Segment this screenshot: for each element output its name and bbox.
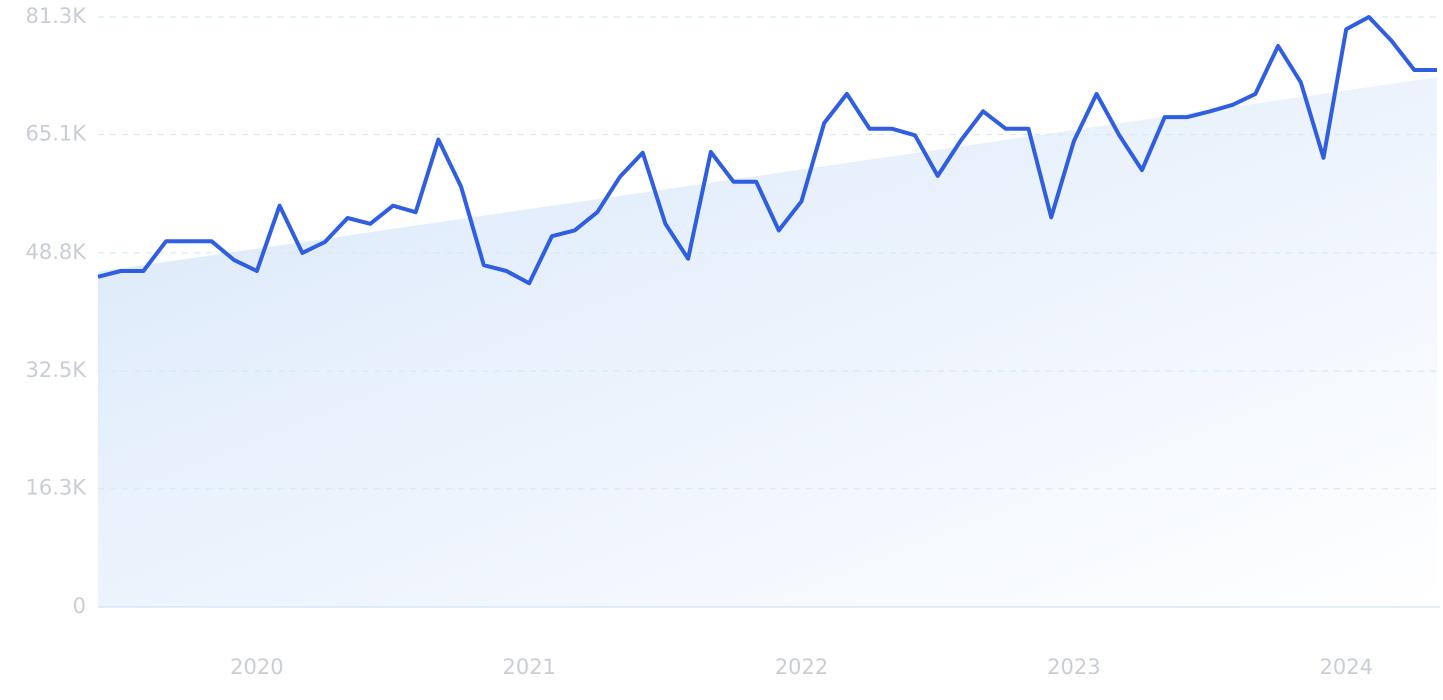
y-tick-label: 65.1K — [25, 122, 87, 146]
y-tick-label: 48.8K — [25, 240, 87, 264]
x-tick-label: 2021 — [502, 655, 555, 679]
x-tick-label: 2023 — [1047, 655, 1100, 679]
y-tick-label: 32.5K — [25, 358, 87, 382]
y-tick-label: 16.3K — [25, 476, 87, 500]
trend-area — [98, 77, 1437, 607]
x-tick-label: 2024 — [1319, 655, 1372, 679]
x-tick-label: 2020 — [230, 655, 283, 679]
y-tick-label: 0 — [73, 594, 86, 618]
x-tick-label: 2022 — [775, 655, 828, 679]
y-tick-label: 81.3K — [25, 4, 87, 28]
data-line — [97, 15, 1437, 286]
